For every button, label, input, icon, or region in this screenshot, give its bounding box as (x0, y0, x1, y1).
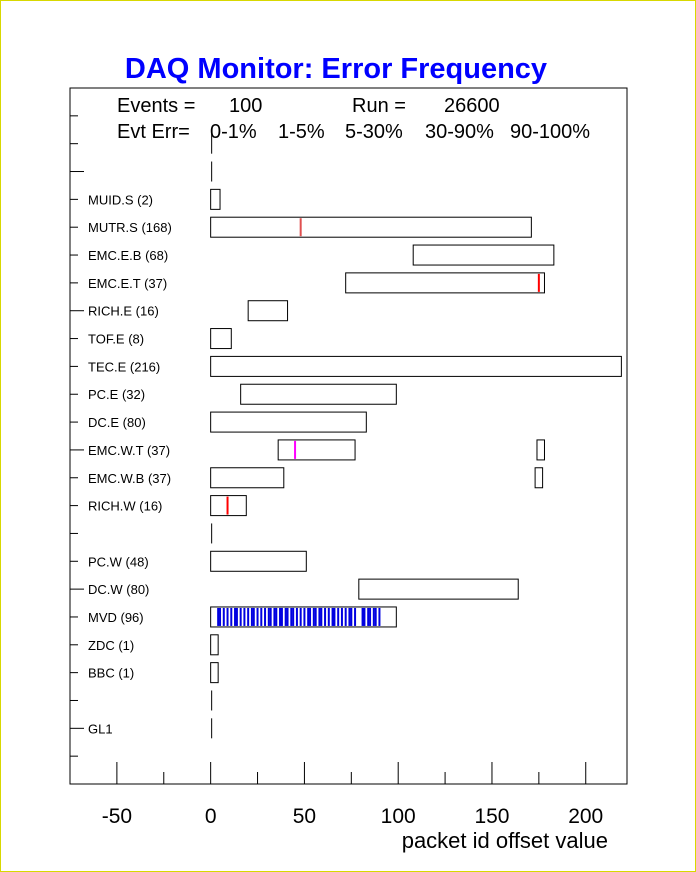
category-label: EMC.W.T (37) (88, 443, 170, 458)
range-bar (536, 439, 545, 461)
x-tick-label: -50 (102, 805, 132, 828)
category-label: PC.E (32) (88, 387, 145, 402)
category-label: TEC.E (216) (88, 359, 160, 374)
range-bar (210, 495, 247, 517)
range-bar (210, 188, 221, 210)
category-labels: GL1 BBC (1) ZDC (1) MVD (96) DC.W (80) PC.W (… (88, 192, 172, 736)
x-tick-label: 50 (293, 805, 316, 828)
category-label: BBC (1) (88, 666, 134, 681)
info-line-2: Evt Err= 0-1% 1-5% 5-30% 30-90% 90-100% (117, 121, 590, 143)
evt-err-label: Evt Err= (117, 121, 190, 143)
legend-90-100: 90-100% (510, 121, 590, 143)
y-tick-label: 0 (55, 718, 66, 740)
info-line-1: Events = 100 Run = 26600 (117, 95, 500, 117)
range-bar (210, 355, 622, 377)
x-tick-label: 100 (381, 805, 416, 828)
x-tick-label: 200 (568, 805, 603, 828)
legend-0-1: 0-1% (210, 121, 257, 143)
category-label: MVD (96) (88, 610, 144, 625)
range-bar (210, 662, 219, 684)
y-axis: 0 5 10 15 20 (44, 87, 84, 785)
range-bar (345, 272, 545, 294)
range-bar (358, 578, 519, 600)
category-label: RICH.E (16) (88, 304, 159, 319)
category-label: EMC.W.B (37) (88, 471, 171, 486)
category-label: ZDC (1) (88, 638, 134, 653)
category-label: EMC.E.B (68) (88, 248, 168, 263)
category-label: RICH.W (16) (88, 499, 162, 514)
chart-title: DAQ Monitor: Error Frequency (125, 53, 547, 85)
range-bar (210, 216, 532, 238)
category-label: MUTR.S (168) (88, 220, 172, 235)
category-label: TOF.E (8) (88, 332, 144, 347)
range-bars (210, 133, 622, 739)
category-label: GL1 (88, 721, 113, 736)
legend-1-5: 1-5% (278, 121, 325, 143)
category-label: EMC.E.T (37) (88, 276, 167, 291)
events-value: 100 (229, 95, 262, 117)
x-tick-label: 0 (205, 805, 217, 828)
range-bar (210, 328, 232, 350)
category-label: MUID.S (2) (88, 192, 153, 207)
x-tick-label: 150 (474, 805, 509, 828)
range-bar (277, 439, 356, 461)
range-bar (534, 467, 544, 489)
range-bar (240, 383, 397, 405)
y-tick-label: 15 (44, 301, 66, 323)
range-bar (210, 606, 397, 628)
category-label: DC.W (80) (88, 582, 149, 597)
events-label: Events = (117, 95, 195, 117)
legend-5-30: 5-30% (345, 121, 403, 143)
run-value: 26600 (444, 95, 500, 117)
plot-area (69, 87, 628, 785)
x-axis: -50 0 50 100 150 200 (69, 762, 603, 828)
range-bar (210, 411, 367, 433)
y-tick-label: 5 (55, 579, 66, 601)
x-axis-label: packet id offset value (402, 828, 608, 853)
legend-30-90: 30-90% (425, 121, 494, 143)
range-bar (210, 550, 307, 572)
y-tick-label: 20 (44, 162, 66, 184)
range-bar (210, 467, 285, 489)
range-bar (247, 300, 289, 322)
category-label: DC.E (80) (88, 415, 146, 430)
y-tick-label: 10 (44, 440, 66, 462)
error-marks (217, 218, 540, 626)
run-label: Run = (352, 95, 406, 117)
range-bar (210, 634, 219, 656)
range-bar (412, 244, 555, 266)
category-label: PC.W (48) (88, 554, 149, 569)
